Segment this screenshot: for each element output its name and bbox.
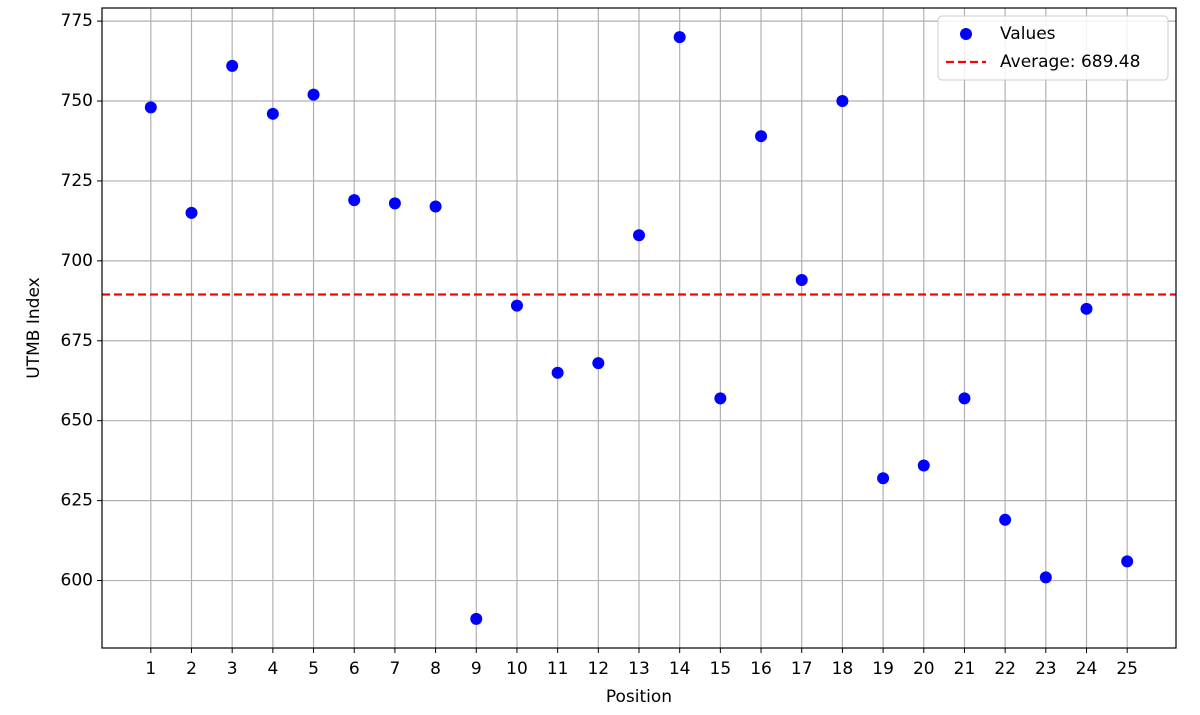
x-tick-label: 4 (267, 659, 278, 679)
x-tick-label: 8 (430, 659, 441, 679)
y-tick-label: 775 (61, 11, 93, 31)
x-tick-label: 5 (308, 659, 319, 679)
x-tick-label: 6 (349, 659, 360, 679)
x-tick-label: 19 (872, 659, 894, 679)
x-tick-label: 24 (1076, 659, 1098, 679)
x-tick-label: 16 (750, 659, 772, 679)
point (185, 206, 198, 219)
x-tick-label: 9 (471, 659, 482, 679)
y-tick-label: 750 (61, 91, 93, 111)
point (144, 101, 157, 114)
legend-marker (960, 28, 972, 40)
point (470, 612, 483, 625)
x-tick-label: 15 (710, 659, 732, 679)
y-tick-label: 650 (61, 411, 93, 431)
plot-frame (101, 7, 1177, 649)
x-tick-label: 23 (1035, 659, 1057, 679)
x-tick-label: 12 (587, 659, 609, 679)
point (633, 229, 645, 242)
y-tick-label: 675 (61, 331, 93, 351)
legend-box (937, 15, 1169, 81)
point (1080, 302, 1093, 315)
y-tick-label: 725 (61, 171, 93, 191)
x-tick-label: 13 (628, 659, 650, 679)
x-tick-label: 10 (506, 659, 528, 679)
point (226, 59, 239, 72)
point (551, 366, 564, 379)
point (755, 130, 768, 143)
x-tick-label: 3 (227, 659, 238, 679)
point (836, 95, 849, 108)
point (1121, 555, 1134, 568)
x-axis-label: Position (606, 687, 672, 707)
x-tick-label: 11 (547, 659, 569, 679)
point (510, 299, 523, 312)
legend-label: Values (1000, 24, 1056, 44)
x-tick-label: 21 (954, 659, 976, 679)
y-tick-label: 600 (61, 571, 93, 591)
point (999, 513, 1012, 526)
y-axis-label: UTMB Index (24, 277, 44, 378)
point (592, 357, 605, 370)
x-tick-label: 17 (791, 659, 813, 679)
point (1039, 571, 1052, 584)
point (266, 107, 279, 120)
y-tick-label: 700 (61, 251, 93, 271)
x-tick-label: 7 (389, 659, 400, 679)
point (429, 200, 442, 213)
x-tick-label: 14 (669, 659, 691, 679)
x-tick-label: 22 (994, 659, 1016, 679)
x-tick-label: 20 (913, 659, 935, 679)
x-tick-label: 1 (145, 659, 156, 679)
x-tick-label: 2 (186, 659, 197, 679)
legend-label: Average: 689.48 (1000, 52, 1140, 72)
point (917, 459, 930, 472)
x-tick-label: 18 (832, 659, 854, 679)
point (348, 194, 361, 207)
point (388, 197, 401, 210)
point (877, 472, 890, 485)
point (673, 31, 686, 44)
y-tick-label: 625 (61, 491, 93, 511)
point (714, 392, 727, 405)
point (795, 274, 808, 287)
point (958, 392, 971, 405)
x-tick-label: 25 (1116, 659, 1138, 679)
point (307, 88, 320, 101)
